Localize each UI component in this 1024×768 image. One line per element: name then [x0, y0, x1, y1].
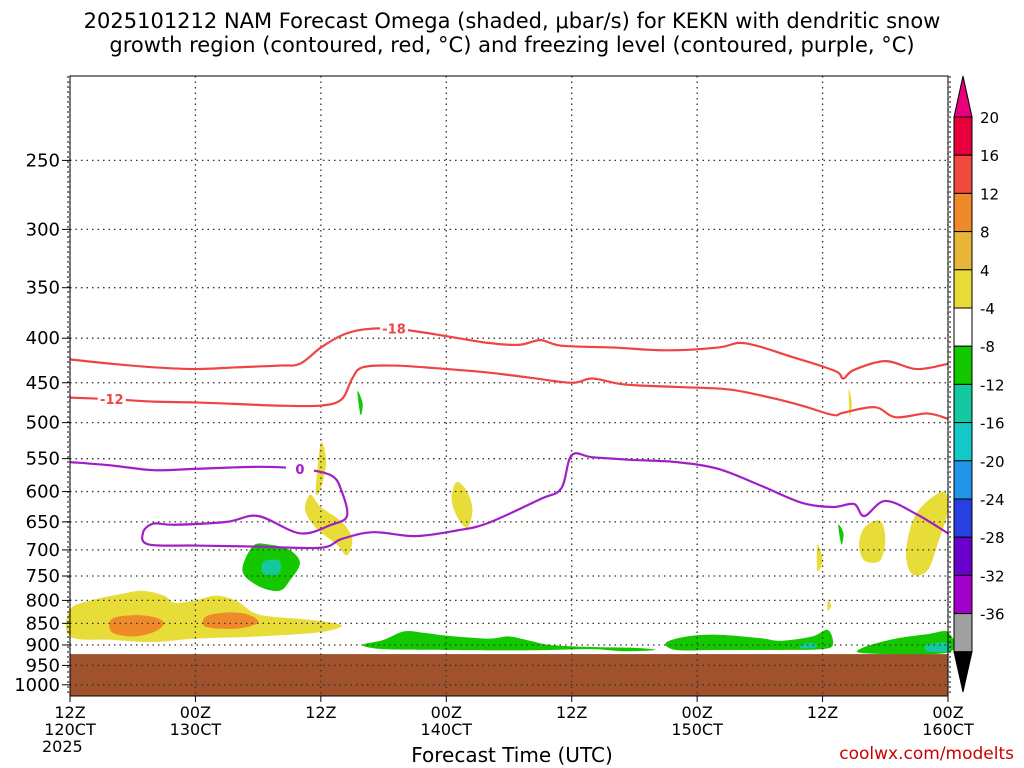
colorbar-swatch [953, 422, 973, 462]
colorbar-swatch [953, 498, 973, 538]
y-tick-label: 900 [26, 635, 60, 656]
colorbar-swatch [953, 307, 973, 347]
colorbar-swatch [953, 192, 973, 233]
axes-frame [67, 75, 951, 697]
omega-colorbar: 20 16 12 8 4 -4 -8 -12 -16 -20 -24 -28 -32 -36 [953, 75, 1005, 693]
colorbar-label: -36 [980, 606, 1005, 624]
y-tick-label: 600 [26, 482, 60, 503]
colorbar-label: 8 [980, 224, 990, 242]
omega-region-1 [109, 615, 165, 637]
y-tick-label: 450 [26, 373, 60, 394]
y-tick-label: 300 [26, 219, 60, 240]
colorbar-label: -8 [980, 338, 995, 356]
colorbar-swatch [953, 345, 973, 385]
x-tick-label: 140CT [421, 720, 473, 739]
plot-frame [69, 75, 949, 697]
omega-region-18 [800, 642, 818, 649]
colorbar-top-arrow [953, 75, 973, 118]
x-tick-label: 150CT [671, 720, 723, 739]
y-tick-label: 500 [26, 413, 60, 434]
colorbar-bottom-arrow [953, 651, 973, 693]
omega-region-7 [906, 491, 949, 576]
y-tick-label: 700 [26, 540, 60, 561]
colorbar-label: -16 [980, 415, 1005, 433]
y-tick-label: 850 [26, 613, 60, 634]
y-tick-label: 750 [26, 566, 60, 587]
colorbar-label: -24 [980, 491, 1005, 509]
colorbar-label: 16 [980, 147, 999, 165]
colorbar-swatch [953, 231, 973, 271]
grid-lines [69, 76, 949, 696]
y-tick-labels: 2503003504004505005506006507007508008509… [14, 150, 70, 696]
colorbar-label: 4 [980, 262, 990, 280]
omega-region-2 [202, 612, 259, 629]
contour-label-bg [285, 459, 314, 477]
omega-region-14 [362, 630, 656, 652]
colorbar-label: -20 [980, 453, 1005, 471]
x-tick-label: 00Z [932, 703, 963, 722]
colorbar-swatch [953, 574, 973, 615]
x-tick-label: 12Z [54, 703, 85, 722]
colorbar-swatch [953, 116, 973, 156]
x-axis-label: Forecast Time (UTC) [411, 743, 613, 767]
colorbar-label: 20 [980, 109, 999, 127]
contour-label: -18 [382, 323, 406, 338]
colorbar-label: -28 [980, 529, 1005, 547]
contour-label: 0 [295, 463, 304, 478]
omega-region-19 [924, 642, 951, 653]
contour-label: -12 [100, 393, 124, 408]
colorbar-swatch [953, 613, 973, 653]
colorbar-swatch [953, 536, 973, 576]
y-tick-label: 1000 [14, 675, 60, 696]
x-tick-label: 130CT [170, 720, 222, 739]
x-tick-label: 00Z [681, 703, 712, 722]
omega-region-12 [357, 390, 363, 416]
chart-title-line2: growth region (contoured, red, °C) and f… [109, 33, 915, 57]
contour-line-2 [69, 452, 949, 550]
surface-layer [70, 654, 948, 696]
contour-layer: -18 -12 0 [69, 319, 949, 550]
contour-line-1 [69, 364, 949, 420]
omega-region-10 [827, 599, 831, 611]
colorbar-label: -32 [980, 567, 1005, 585]
y-tick-label: 350 [26, 278, 60, 299]
y-tick-label: 550 [26, 449, 60, 470]
x-tick-label: 00Z [180, 703, 211, 722]
y-tick-label: 250 [26, 150, 60, 171]
x-tick-label: 12Z [807, 703, 838, 722]
colorbar-swatch [953, 460, 973, 500]
chart-title-line1: 2025101212 NAM Forecast Omega (shaded, μ… [83, 9, 941, 33]
omega-region-3 [315, 442, 327, 496]
omega-region-17 [261, 559, 282, 576]
omega-region-8 [816, 544, 823, 572]
x-tick-label: 2025 [42, 737, 83, 756]
colorbar-label: -4 [980, 300, 995, 318]
omega-region-9 [848, 389, 852, 417]
x-tick-label: 00Z [431, 703, 462, 722]
contour-line-0 [69, 327, 949, 380]
omega-region-13 [838, 524, 844, 545]
credit-text: coolwx.com/modelts [839, 744, 1014, 764]
omega-region-5 [451, 481, 473, 528]
colorbar-label: 12 [980, 185, 999, 203]
ground-surface [70, 654, 948, 696]
omega-region-0 [65, 590, 342, 643]
x-tick-label: 160CT [922, 720, 974, 739]
contour-label-bg [97, 390, 126, 408]
colorbar-swatch [953, 269, 973, 309]
colorbar-swatch [953, 383, 973, 424]
y-tick-label: 800 [26, 590, 60, 611]
x-tick-label: 12Z [556, 703, 587, 722]
y-tick-label: 650 [26, 512, 60, 533]
x-tick-label: 12Z [305, 703, 336, 722]
colorbar-label: -12 [980, 376, 1005, 394]
omega-region-6 [859, 520, 886, 563]
y-tick-label: 400 [26, 328, 60, 349]
colorbar-swatch [953, 154, 973, 194]
x-tick-label: 120CT [44, 720, 96, 739]
y-tick-label: 950 [26, 655, 60, 676]
contour-label-bg [380, 319, 409, 337]
